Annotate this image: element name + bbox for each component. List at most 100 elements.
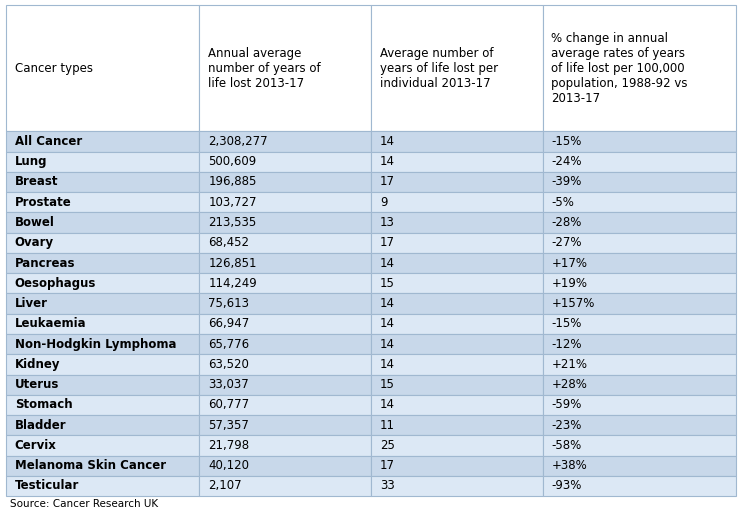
Text: % change in annual
average rates of years
of life lost per 100,000
population, 1: % change in annual average rates of year…: [551, 32, 688, 105]
Text: 66,947: 66,947: [209, 317, 249, 330]
FancyBboxPatch shape: [200, 354, 371, 374]
Text: All Cancer: All Cancer: [15, 135, 82, 148]
Text: 33,037: 33,037: [209, 378, 249, 391]
Text: 14: 14: [380, 358, 395, 371]
FancyBboxPatch shape: [6, 131, 200, 152]
Text: 114,249: 114,249: [209, 277, 257, 290]
Text: 126,851: 126,851: [209, 257, 257, 269]
Text: -27%: -27%: [551, 236, 582, 249]
FancyBboxPatch shape: [6, 293, 200, 313]
Text: 14: 14: [380, 317, 395, 330]
Text: 103,727: 103,727: [209, 196, 257, 209]
FancyBboxPatch shape: [6, 172, 200, 192]
Text: Cancer types: Cancer types: [15, 62, 93, 75]
FancyBboxPatch shape: [542, 415, 736, 435]
Text: -39%: -39%: [551, 175, 582, 188]
FancyBboxPatch shape: [200, 415, 371, 435]
FancyBboxPatch shape: [6, 233, 200, 253]
FancyBboxPatch shape: [371, 476, 542, 496]
FancyBboxPatch shape: [200, 313, 371, 334]
FancyBboxPatch shape: [542, 152, 736, 172]
Text: Oesophagus: Oesophagus: [15, 277, 96, 290]
FancyBboxPatch shape: [371, 374, 542, 395]
FancyBboxPatch shape: [6, 334, 200, 354]
FancyBboxPatch shape: [6, 435, 200, 456]
FancyBboxPatch shape: [200, 273, 371, 293]
FancyBboxPatch shape: [371, 233, 542, 253]
Text: Breast: Breast: [15, 175, 59, 188]
Text: Leukaemia: Leukaemia: [15, 317, 87, 330]
Text: 63,520: 63,520: [209, 358, 249, 371]
FancyBboxPatch shape: [200, 456, 371, 476]
FancyBboxPatch shape: [200, 152, 371, 172]
Text: 15: 15: [380, 277, 395, 290]
FancyBboxPatch shape: [6, 415, 200, 435]
FancyBboxPatch shape: [371, 456, 542, 476]
Text: +38%: +38%: [551, 459, 587, 472]
Text: 196,885: 196,885: [209, 175, 257, 188]
FancyBboxPatch shape: [200, 192, 371, 212]
FancyBboxPatch shape: [6, 374, 200, 395]
Text: Cervix: Cervix: [15, 439, 56, 452]
Text: -59%: -59%: [551, 398, 582, 412]
Text: Liver: Liver: [15, 297, 47, 310]
FancyBboxPatch shape: [371, 152, 542, 172]
Text: 68,452: 68,452: [209, 236, 249, 249]
Text: -93%: -93%: [551, 479, 582, 492]
FancyBboxPatch shape: [542, 5, 736, 131]
FancyBboxPatch shape: [542, 476, 736, 496]
Text: -15%: -15%: [551, 317, 582, 330]
FancyBboxPatch shape: [542, 212, 736, 233]
Text: Melanoma Skin Cancer: Melanoma Skin Cancer: [15, 459, 166, 472]
Text: Kidney: Kidney: [15, 358, 60, 371]
Text: 14: 14: [380, 257, 395, 269]
Text: -24%: -24%: [551, 155, 582, 168]
Text: 500,609: 500,609: [209, 155, 257, 168]
Text: +21%: +21%: [551, 358, 588, 371]
Text: 17: 17: [380, 175, 395, 188]
FancyBboxPatch shape: [6, 476, 200, 496]
Text: 25: 25: [380, 439, 395, 452]
Text: 60,777: 60,777: [209, 398, 249, 412]
Text: Average number of
years of life lost per
individual 2013-17: Average number of years of life lost per…: [380, 47, 498, 90]
Text: Prostate: Prostate: [15, 196, 71, 209]
FancyBboxPatch shape: [542, 334, 736, 354]
Text: 14: 14: [380, 398, 395, 412]
FancyBboxPatch shape: [6, 192, 200, 212]
FancyBboxPatch shape: [200, 374, 371, 395]
Text: Non-Hodgkin Lymphoma: Non-Hodgkin Lymphoma: [15, 338, 177, 351]
FancyBboxPatch shape: [542, 293, 736, 313]
FancyBboxPatch shape: [200, 131, 371, 152]
Text: -58%: -58%: [551, 439, 582, 452]
Text: -15%: -15%: [551, 135, 582, 148]
FancyBboxPatch shape: [6, 253, 200, 273]
FancyBboxPatch shape: [542, 374, 736, 395]
Text: 57,357: 57,357: [209, 418, 249, 432]
Text: Lung: Lung: [15, 155, 47, 168]
Text: +28%: +28%: [551, 378, 588, 391]
FancyBboxPatch shape: [542, 233, 736, 253]
Text: 213,535: 213,535: [209, 216, 257, 229]
FancyBboxPatch shape: [371, 212, 542, 233]
Text: Annual average
number of years of
life lost 2013-17: Annual average number of years of life l…: [209, 47, 321, 90]
FancyBboxPatch shape: [6, 5, 200, 131]
FancyBboxPatch shape: [371, 313, 542, 334]
Text: Source: Cancer Research UK: Source: Cancer Research UK: [10, 499, 158, 509]
Text: 17: 17: [380, 459, 395, 472]
Text: 14: 14: [380, 297, 395, 310]
FancyBboxPatch shape: [371, 5, 542, 131]
Text: 40,120: 40,120: [209, 459, 249, 472]
Text: 21,798: 21,798: [209, 439, 249, 452]
Text: Pancreas: Pancreas: [15, 257, 76, 269]
FancyBboxPatch shape: [6, 354, 200, 374]
Text: 2,308,277: 2,308,277: [209, 135, 268, 148]
Text: -5%: -5%: [551, 196, 574, 209]
FancyBboxPatch shape: [371, 293, 542, 313]
Text: 17: 17: [380, 236, 395, 249]
FancyBboxPatch shape: [542, 172, 736, 192]
Text: 13: 13: [380, 216, 395, 229]
FancyBboxPatch shape: [542, 354, 736, 374]
FancyBboxPatch shape: [6, 212, 200, 233]
FancyBboxPatch shape: [542, 435, 736, 456]
Text: -12%: -12%: [551, 338, 582, 351]
